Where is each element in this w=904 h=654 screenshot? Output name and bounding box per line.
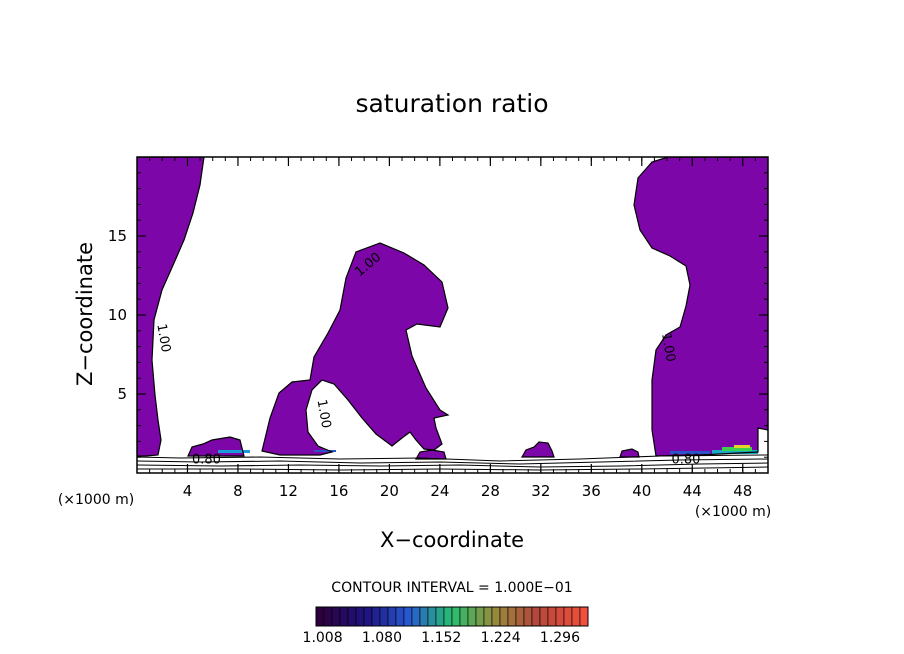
x-tick-label: 32 [531,482,550,500]
unit-ratio-contour-outlines [137,157,768,460]
supersaturated-patch-32km [522,442,554,457]
colorbar-cell [419,606,429,627]
high-saturation-streak-47km-green [722,447,752,451]
x-unit-label-left: (×1000 m) [58,492,134,508]
contour-outline [520,441,555,458]
y-axis-label: Z−coordinate [73,242,97,386]
supersaturated-region-central-cloud [262,243,448,455]
colorbar-cell [427,606,437,627]
high-saturation-streak-8km [218,450,250,453]
colorbar-cell [331,606,341,627]
contour-outline [633,157,768,457]
colorbar-cell [411,606,421,627]
high-saturation-streak-47km-yellow [734,445,750,448]
supersaturated-patch-39km [620,449,639,457]
contour-labels: 1.001.001.001.000.80 0.80 [153,250,700,468]
contour-outline [187,436,245,457]
colorbar-cell [547,606,557,627]
x-axis-label: X−coordinate [380,528,524,552]
colorbar-cell [563,606,573,627]
colorbar-tick-label: 1.080 [362,630,402,646]
colorbar-cell [571,606,581,627]
colorbar-cell [355,606,365,627]
colorbar-cell [531,606,541,627]
colorbar-cell [539,606,549,627]
y-tick-label: 10 [108,306,127,324]
colorbar-cell [483,606,493,627]
x-tick-label: 16 [329,482,348,500]
y-tick-label: 15 [108,227,127,245]
x-tick-label: 48 [733,482,752,500]
contour-label: 1.00 [153,323,173,354]
colorbar-tick-label: 1.008 [303,630,343,646]
colorbar-cell [347,606,357,627]
x-tick-label: 20 [380,482,399,500]
colorbar-cell [435,606,445,627]
colorbar-cell [579,606,589,627]
y-tick-label: 5 [117,385,127,403]
supersaturated-region-left-column [137,157,204,456]
contour-interval-note: CONTOUR INTERVAL = 1.000E−01 [331,580,572,596]
colorbar-cell [451,606,461,627]
colorbar: 1.008 1.080 1.152 1.224 1.296 [303,606,589,646]
x-tick-label: 12 [279,482,298,500]
colorbar-cell [315,606,325,627]
plot-area [137,157,768,471]
contour-outline [619,448,640,458]
colorbar-tick-label: 1.296 [540,630,580,646]
colorbar-cell [379,606,389,627]
colorbar-tick-label: 1.152 [421,630,461,646]
colorbar-cell [403,606,413,627]
colorbar-cell [523,606,533,627]
x-unit-label-right: (×1000 m) [695,504,771,520]
high-saturation-streak-44km [670,451,710,454]
colorbar-cell [459,606,469,627]
colorbar-cell [339,606,349,627]
colorbar-cell [507,606,517,627]
colorbar-cell [491,606,501,627]
contour-label: 0.80 [671,453,700,468]
contour-outline [414,449,447,460]
colorbar-cell [555,606,565,627]
colorbar-tick-label: 1.224 [481,630,521,646]
colorbar-cell [387,606,397,627]
colorbar-cell [443,606,453,627]
high-saturation-streak-14km [314,450,336,452]
colorbar-frame [315,606,589,627]
contour-outline [261,242,450,456]
contour-label: 1.00 [314,398,334,429]
x-tick-label: 28 [481,482,500,500]
colorbar-cell [323,606,333,627]
supersaturated-patch-25km [416,450,446,459]
chart-title: saturation ratio [355,89,548,118]
x-tick-label: 40 [632,482,651,500]
colorbar-cell [467,606,477,627]
contour-label: 1.00 [658,332,678,363]
colorbar-cell [395,606,405,627]
colorbar-cell [363,606,373,627]
x-tick-label: 44 [683,482,702,500]
high-saturation-streak-47km-cyan [712,450,758,454]
x-tick-label: 36 [582,482,601,500]
x-tick-label: 8 [233,482,243,500]
contour-outline [137,157,205,457]
colorbar-cell [475,606,485,627]
x-tick-label: 24 [430,482,449,500]
colorbar-cell [515,606,525,627]
contour-label: 0.80 [192,453,221,468]
x-tick-label: 4 [183,482,193,500]
colorbar-cell [499,606,509,627]
supersaturated-region-right-column [634,157,768,456]
colorbar-cell [371,606,381,627]
